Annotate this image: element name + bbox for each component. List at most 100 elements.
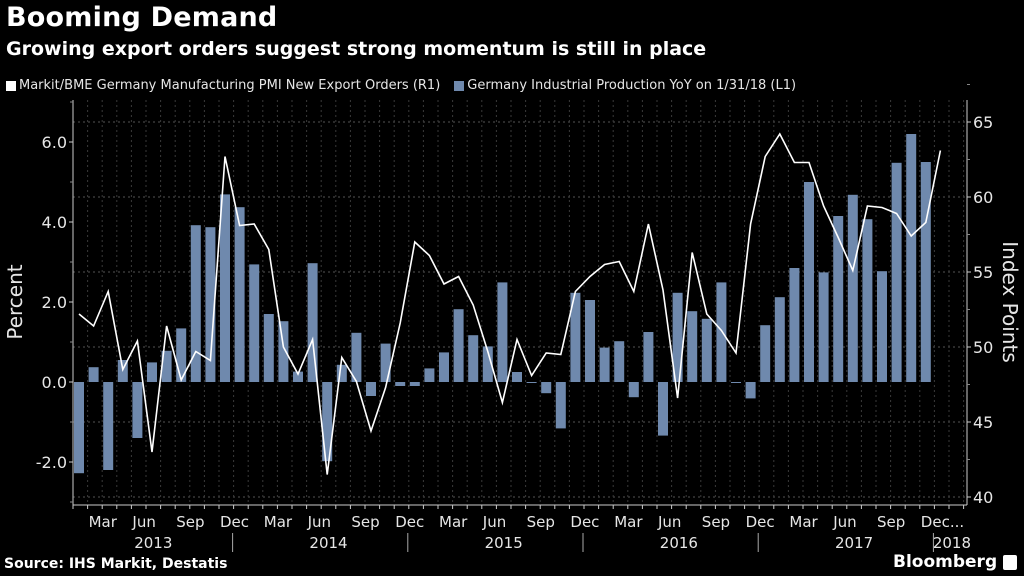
right-tick-label: 40 [973,488,993,507]
bar [322,382,333,462]
bar [862,219,873,382]
x-month-label: Dec [746,513,775,531]
bar [789,268,800,382]
bar [497,282,508,382]
x-month-label: Sep [351,513,379,531]
x-month-label: Sep [527,513,555,531]
bar [482,346,493,382]
bar [74,382,84,474]
bloomberg-logo-icon [1003,554,1018,570]
right-tick-label: 45 [973,413,993,432]
x-month-label: Mar [789,513,818,531]
left-tick-label: -2.0 [36,453,67,472]
right-tick-label: 60 [973,188,993,207]
bar [687,311,698,382]
legend-swatch-line [6,80,16,91]
x-year-label: 2017 [835,534,873,552]
x-month-label: Jun [482,513,506,531]
x-month-label: Mar [89,513,118,531]
x-month-label: Mar [264,513,293,531]
bar [249,264,260,382]
bar [847,194,858,382]
bar [132,382,143,438]
legend-swatch-bar [454,80,465,91]
bar [672,292,683,382]
bar [263,314,274,382]
bar [336,364,347,382]
bar [920,162,931,382]
bar [614,341,625,382]
bar [88,367,99,382]
left-tick-label: 2.0 [42,293,67,312]
x-month-label: Mar [439,513,468,531]
pmi-line-series [78,132,942,475]
source-note: Source: IHS Markit, Destatis [4,556,228,572]
x-year-label: 2015 [485,534,523,552]
bar [731,382,741,383]
bar [307,263,318,382]
chart-subtitle: Growing export orders suggest strong mom… [6,38,707,60]
bar [804,182,814,382]
bloomberg-brand: Bloomberg [893,552,1018,572]
bar [439,352,449,382]
bar [453,309,464,382]
bar [278,321,289,382]
right-tick-label: 50 [973,338,993,357]
x-month-label: Sep [877,513,905,531]
bar [220,194,230,382]
bar [891,162,902,382]
bar [293,371,303,382]
x-month-label: Mar [614,513,643,531]
bar [468,335,479,382]
x-month-label: Jun [832,513,856,531]
bar [760,325,771,382]
bar [701,318,712,382]
left-axis-label: Percent [3,264,27,339]
bar [526,382,537,383]
x-month-label: Sep [176,513,204,531]
bar [351,332,362,382]
x-month-label: Sep [702,513,730,531]
left-tick-label: 0.0 [42,373,67,392]
x-year-label: 2018 [933,534,971,552]
bar [176,328,187,382]
bar [380,343,391,382]
left-tick-label: 6.0 [42,133,67,152]
bar [628,382,639,398]
bar [906,134,917,382]
x-year-label: 2016 [660,534,698,552]
bar [877,271,887,382]
x-month-label: Dec [220,513,249,531]
bar [234,207,245,382]
bar [103,382,114,470]
bar [745,382,756,399]
axes: -2.0 0.0 2.0 4.0 6.0 40 45 50 55 60 65 Mar Jun Sep Dec… [36,84,993,552]
chart-title: Booming Demand [6,2,278,33]
x-month-label: Dec [570,513,599,531]
bar [205,227,216,382]
right-tick-label: 65 [973,113,993,132]
bar [161,350,172,382]
x-month-label: Dec [395,513,424,531]
bar [570,292,581,382]
bar [409,382,420,386]
left-tick-label: 4.0 [42,213,67,232]
legend: Markit/BME Germany Manufacturing PMI New… [6,78,796,93]
bar [643,332,654,382]
bar [190,225,201,382]
x-year-label: 2014 [309,534,347,552]
bar [541,382,552,394]
bar [599,347,610,382]
bar-series [74,134,931,474]
x-month-label: Dec... [921,513,964,531]
bar [658,382,668,436]
x-month-label: Jun [657,513,681,531]
bar [585,300,595,382]
bar [774,297,785,382]
legend-label-pmi: Markit/BME Germany Manufacturing PMI New… [19,78,441,93]
x-month-label: Jun [131,513,155,531]
bar [512,372,522,382]
x-month-label: Jun [307,513,331,531]
bar [147,362,157,382]
legend-item-pmi: Markit/BME Germany Manufacturing PMI New… [6,78,440,93]
